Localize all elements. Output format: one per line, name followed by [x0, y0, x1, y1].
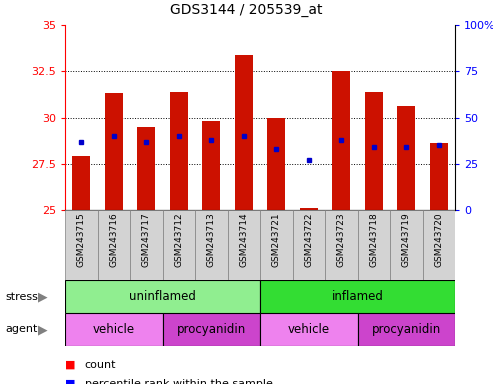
- Text: ▶: ▶: [38, 290, 47, 303]
- Text: GSM243715: GSM243715: [77, 212, 86, 267]
- Text: GSM243719: GSM243719: [402, 212, 411, 267]
- Bar: [390, 210, 423, 280]
- Bar: [260, 313, 357, 346]
- Bar: [423, 210, 455, 280]
- Text: GDS3144 / 205539_at: GDS3144 / 205539_at: [170, 3, 323, 17]
- Bar: [163, 210, 195, 280]
- Bar: [235, 55, 253, 210]
- Bar: [170, 92, 188, 210]
- Text: ■: ■: [65, 360, 75, 370]
- Bar: [65, 313, 163, 346]
- Text: vehicle: vehicle: [288, 323, 330, 336]
- Bar: [300, 208, 317, 210]
- Text: procyanidin: procyanidin: [176, 323, 246, 336]
- Bar: [130, 210, 163, 280]
- Bar: [357, 313, 455, 346]
- Bar: [202, 121, 220, 210]
- Bar: [65, 280, 260, 313]
- Text: GSM243718: GSM243718: [369, 212, 378, 267]
- Bar: [138, 127, 155, 210]
- Text: GSM243721: GSM243721: [272, 212, 281, 267]
- Text: count: count: [85, 360, 116, 370]
- Text: GSM243716: GSM243716: [109, 212, 118, 267]
- Text: ■: ■: [65, 379, 75, 384]
- Text: ▶: ▶: [38, 323, 47, 336]
- Text: stress: stress: [5, 291, 38, 301]
- Bar: [65, 210, 98, 280]
- Bar: [267, 118, 285, 210]
- Text: uninflamed: uninflamed: [129, 290, 196, 303]
- Bar: [72, 156, 90, 210]
- Text: GSM243722: GSM243722: [304, 212, 313, 266]
- Text: inflamed: inflamed: [332, 290, 384, 303]
- Text: GSM243713: GSM243713: [207, 212, 216, 267]
- Bar: [430, 143, 448, 210]
- Bar: [105, 93, 123, 210]
- Text: GSM243712: GSM243712: [174, 212, 183, 267]
- Text: GSM243720: GSM243720: [434, 212, 443, 267]
- Bar: [227, 210, 260, 280]
- Text: vehicle: vehicle: [93, 323, 135, 336]
- Bar: [332, 71, 350, 210]
- Text: percentile rank within the sample: percentile rank within the sample: [85, 379, 273, 384]
- Bar: [98, 210, 130, 280]
- Bar: [260, 210, 292, 280]
- Bar: [260, 280, 455, 313]
- Text: GSM243717: GSM243717: [142, 212, 151, 267]
- Text: procyanidin: procyanidin: [372, 323, 441, 336]
- Bar: [163, 313, 260, 346]
- Bar: [397, 106, 415, 210]
- Text: GSM243714: GSM243714: [239, 212, 248, 267]
- Bar: [357, 210, 390, 280]
- Text: agent: agent: [5, 324, 37, 334]
- Bar: [292, 210, 325, 280]
- Bar: [365, 92, 383, 210]
- Text: GSM243723: GSM243723: [337, 212, 346, 267]
- Bar: [325, 210, 357, 280]
- Bar: [195, 210, 227, 280]
